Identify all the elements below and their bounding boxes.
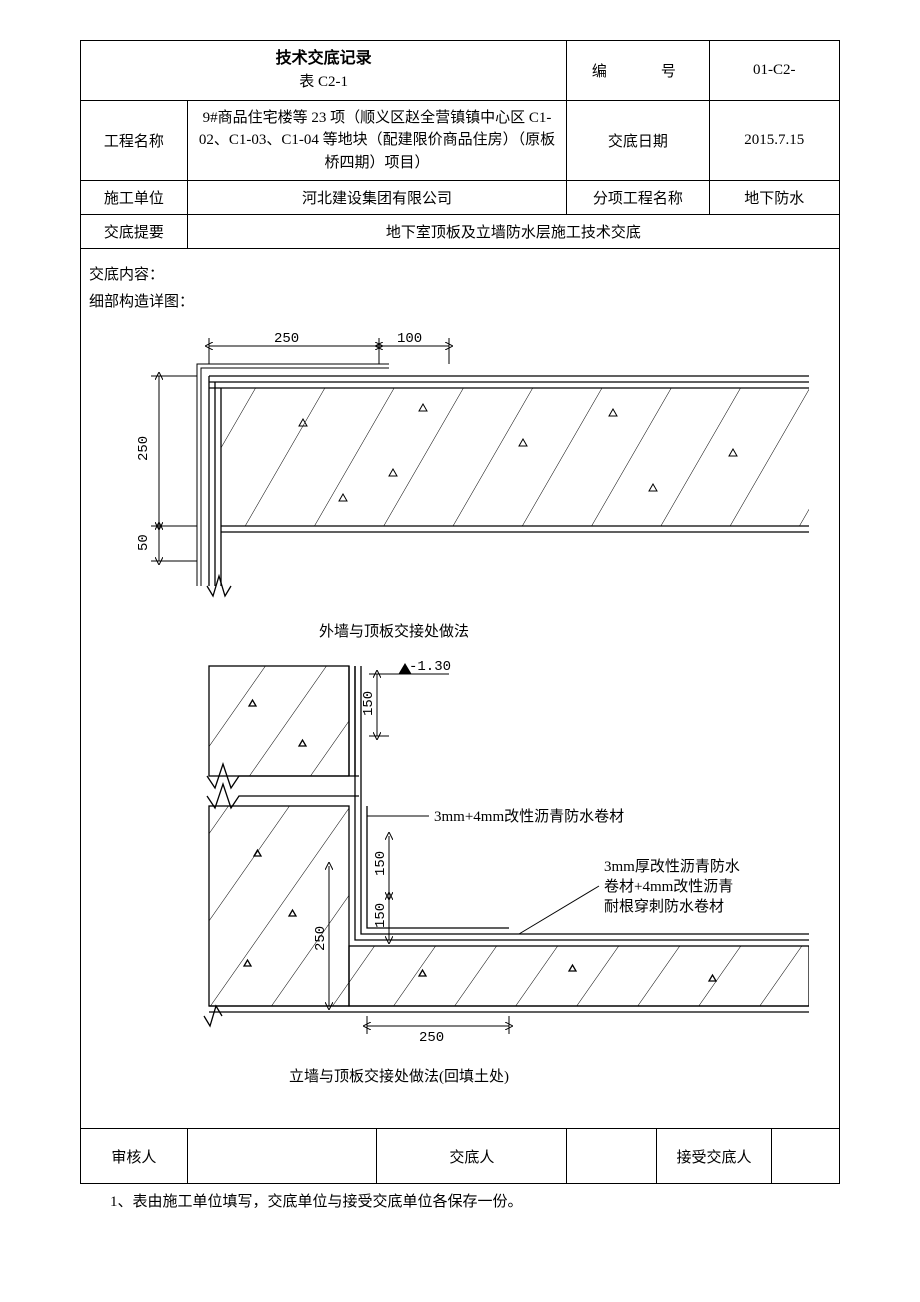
unit-label: 施工单位 [81, 181, 188, 215]
footer-col3-label: 接受交底人 [657, 1129, 771, 1183]
d1-dim-100: 100 [397, 331, 422, 347]
summary-label: 交底提要 [81, 215, 188, 249]
d2-anno2-l1: 3mm厚改性沥青防水 [604, 858, 740, 875]
content-heading1: 交底内容： [89, 262, 831, 289]
footnote: 1、表由施工单位填写，交底单位与接受交底单位各保存一份。 [80, 1190, 840, 1211]
d1-dim-250h: 250 [274, 331, 299, 347]
d2-anno2-l3: 耐根穿刺防水卷材 [604, 898, 724, 915]
d1-caption: 外墙与顶板交接处做法 [319, 622, 469, 640]
date-value: 2015.7.15 [709, 100, 839, 181]
subproject-label: 分项工程名称 [567, 181, 709, 215]
diagram-2: -1.30 150 150 [89, 656, 809, 1106]
d2-elev: -1.30 [409, 659, 451, 675]
subproject-value: 地下防水 [709, 181, 839, 215]
record-table: 技术交底记录 表 C2-1 编 号 01-C2- 工程名称 9#商品住宅楼等 2… [80, 40, 840, 1184]
d2-caption: 立墙与顶板交接处做法(回填土处) [289, 1067, 509, 1085]
d2-dim250v: 250 [313, 925, 329, 950]
footer-col1-label: 审核人 [81, 1129, 188, 1184]
d2-anno1: 3mm+4mm改性沥青防水卷材 [434, 808, 624, 825]
footer-mid: 交底人 [187, 1129, 567, 1184]
footer-right: 接受交底人 [567, 1129, 840, 1184]
d1-dim-250v: 250 [136, 435, 152, 460]
d1-dim-50: 50 [136, 534, 152, 551]
project-label: 工程名称 [81, 100, 188, 181]
content-cell: 交底内容： 细部构造详图： [81, 249, 840, 1129]
summary-value: 地下室顶板及立墙防水层施工技术交底 [187, 215, 839, 249]
date-label: 交底日期 [567, 100, 709, 181]
project-value: 9#商品住宅楼等 23 项（顺义区赵全营镇镇中心区 C1-02、C1-03、C1… [187, 100, 567, 181]
unit-value: 河北建设集团有限公司 [187, 181, 567, 215]
code-label: 编 号 [567, 41, 709, 101]
content-heading2: 细部构造详图： [89, 289, 831, 316]
code-value: 01-C2- [709, 41, 839, 101]
footer-col2-label: 交底人 [377, 1129, 566, 1183]
d2-dim150c: 150 [373, 902, 389, 927]
d2-anno2-l2: 卷材+4mm改性沥青 [604, 878, 733, 895]
d2-dim150b: 150 [373, 850, 389, 875]
title-line2: 表 C2-1 [89, 71, 558, 94]
diagrams: 250 100 250 50 外墙与顶板交接处做法 [89, 316, 831, 1116]
title-line1: 技术交底记录 [89, 47, 558, 71]
d2-dim250h: 250 [419, 1030, 444, 1046]
diagram-1: 250 100 250 50 外墙与顶板交接处做法 [89, 316, 809, 656]
d2-dim150a: 150 [361, 690, 377, 715]
page: 技术交底记录 表 C2-1 编 号 01-C2- 工程名称 9#商品住宅楼等 2… [80, 40, 840, 1211]
title-cell: 技术交底记录 表 C2-1 [81, 41, 567, 101]
